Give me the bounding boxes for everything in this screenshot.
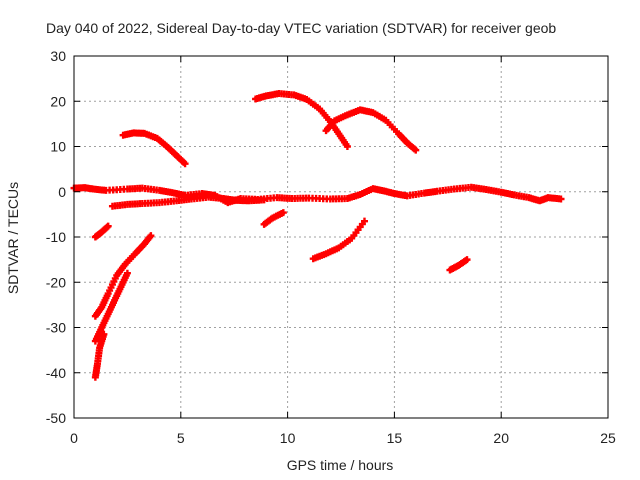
data-point xyxy=(463,256,471,264)
series-arc-morning-high xyxy=(119,129,189,168)
y-tick-label: -10 xyxy=(46,229,66,245)
x-tick-label: 0 xyxy=(70,430,78,446)
data-point xyxy=(360,217,368,225)
y-tick-label: -40 xyxy=(46,365,66,381)
series-arc-late-neg xyxy=(446,256,471,274)
series-arc-deep-negative-a xyxy=(91,232,155,320)
series-arc-afternoon-neg xyxy=(309,217,368,263)
x-tick-label: 25 xyxy=(600,430,616,446)
x-axis-label: GPS time / hours xyxy=(287,457,394,473)
chart-title: Day 040 of 2022, Sidereal Day-to-day VTE… xyxy=(46,20,556,36)
series-arc-short-neg-b xyxy=(260,209,287,228)
grid-lines xyxy=(74,56,608,418)
y-tick-label: -50 xyxy=(46,410,66,426)
x-tick-label: 15 xyxy=(387,430,403,446)
data-point xyxy=(343,143,351,150)
data-series-layer xyxy=(70,90,565,381)
data-point xyxy=(147,232,155,240)
x-tick-label: 5 xyxy=(177,430,185,446)
data-point xyxy=(181,160,189,168)
x-tick-label: 10 xyxy=(280,430,296,446)
data-point xyxy=(123,269,131,277)
series-arc-short-neg-a xyxy=(91,222,112,241)
series-arc-midday-high-b xyxy=(322,106,420,154)
y-tick-label: 0 xyxy=(58,184,66,200)
series-arc-deep-negative-c xyxy=(91,269,131,345)
data-point xyxy=(412,146,420,154)
data-point xyxy=(279,209,287,217)
y-tick-label: 10 xyxy=(50,139,66,155)
y-axis-label: SDTVAR / TECUs xyxy=(5,182,21,294)
data-point xyxy=(104,222,112,230)
y-tick-label: 20 xyxy=(50,93,66,109)
axis-ticks xyxy=(73,55,609,419)
series-arc-midday-high-a xyxy=(252,90,351,150)
y-tick-label: 30 xyxy=(50,48,66,64)
series-arc-near-zero-b xyxy=(108,193,268,210)
data-point xyxy=(260,196,268,204)
y-tick-label: -20 xyxy=(46,274,66,290)
tick-labels: 0 5 10 15 20 25 -50 -40 -30 -20 -10 0 10 20 30 xyxy=(46,48,616,446)
data-point xyxy=(557,195,565,203)
x-tick-label: 20 xyxy=(493,430,509,446)
y-tick-label: -30 xyxy=(46,320,66,336)
